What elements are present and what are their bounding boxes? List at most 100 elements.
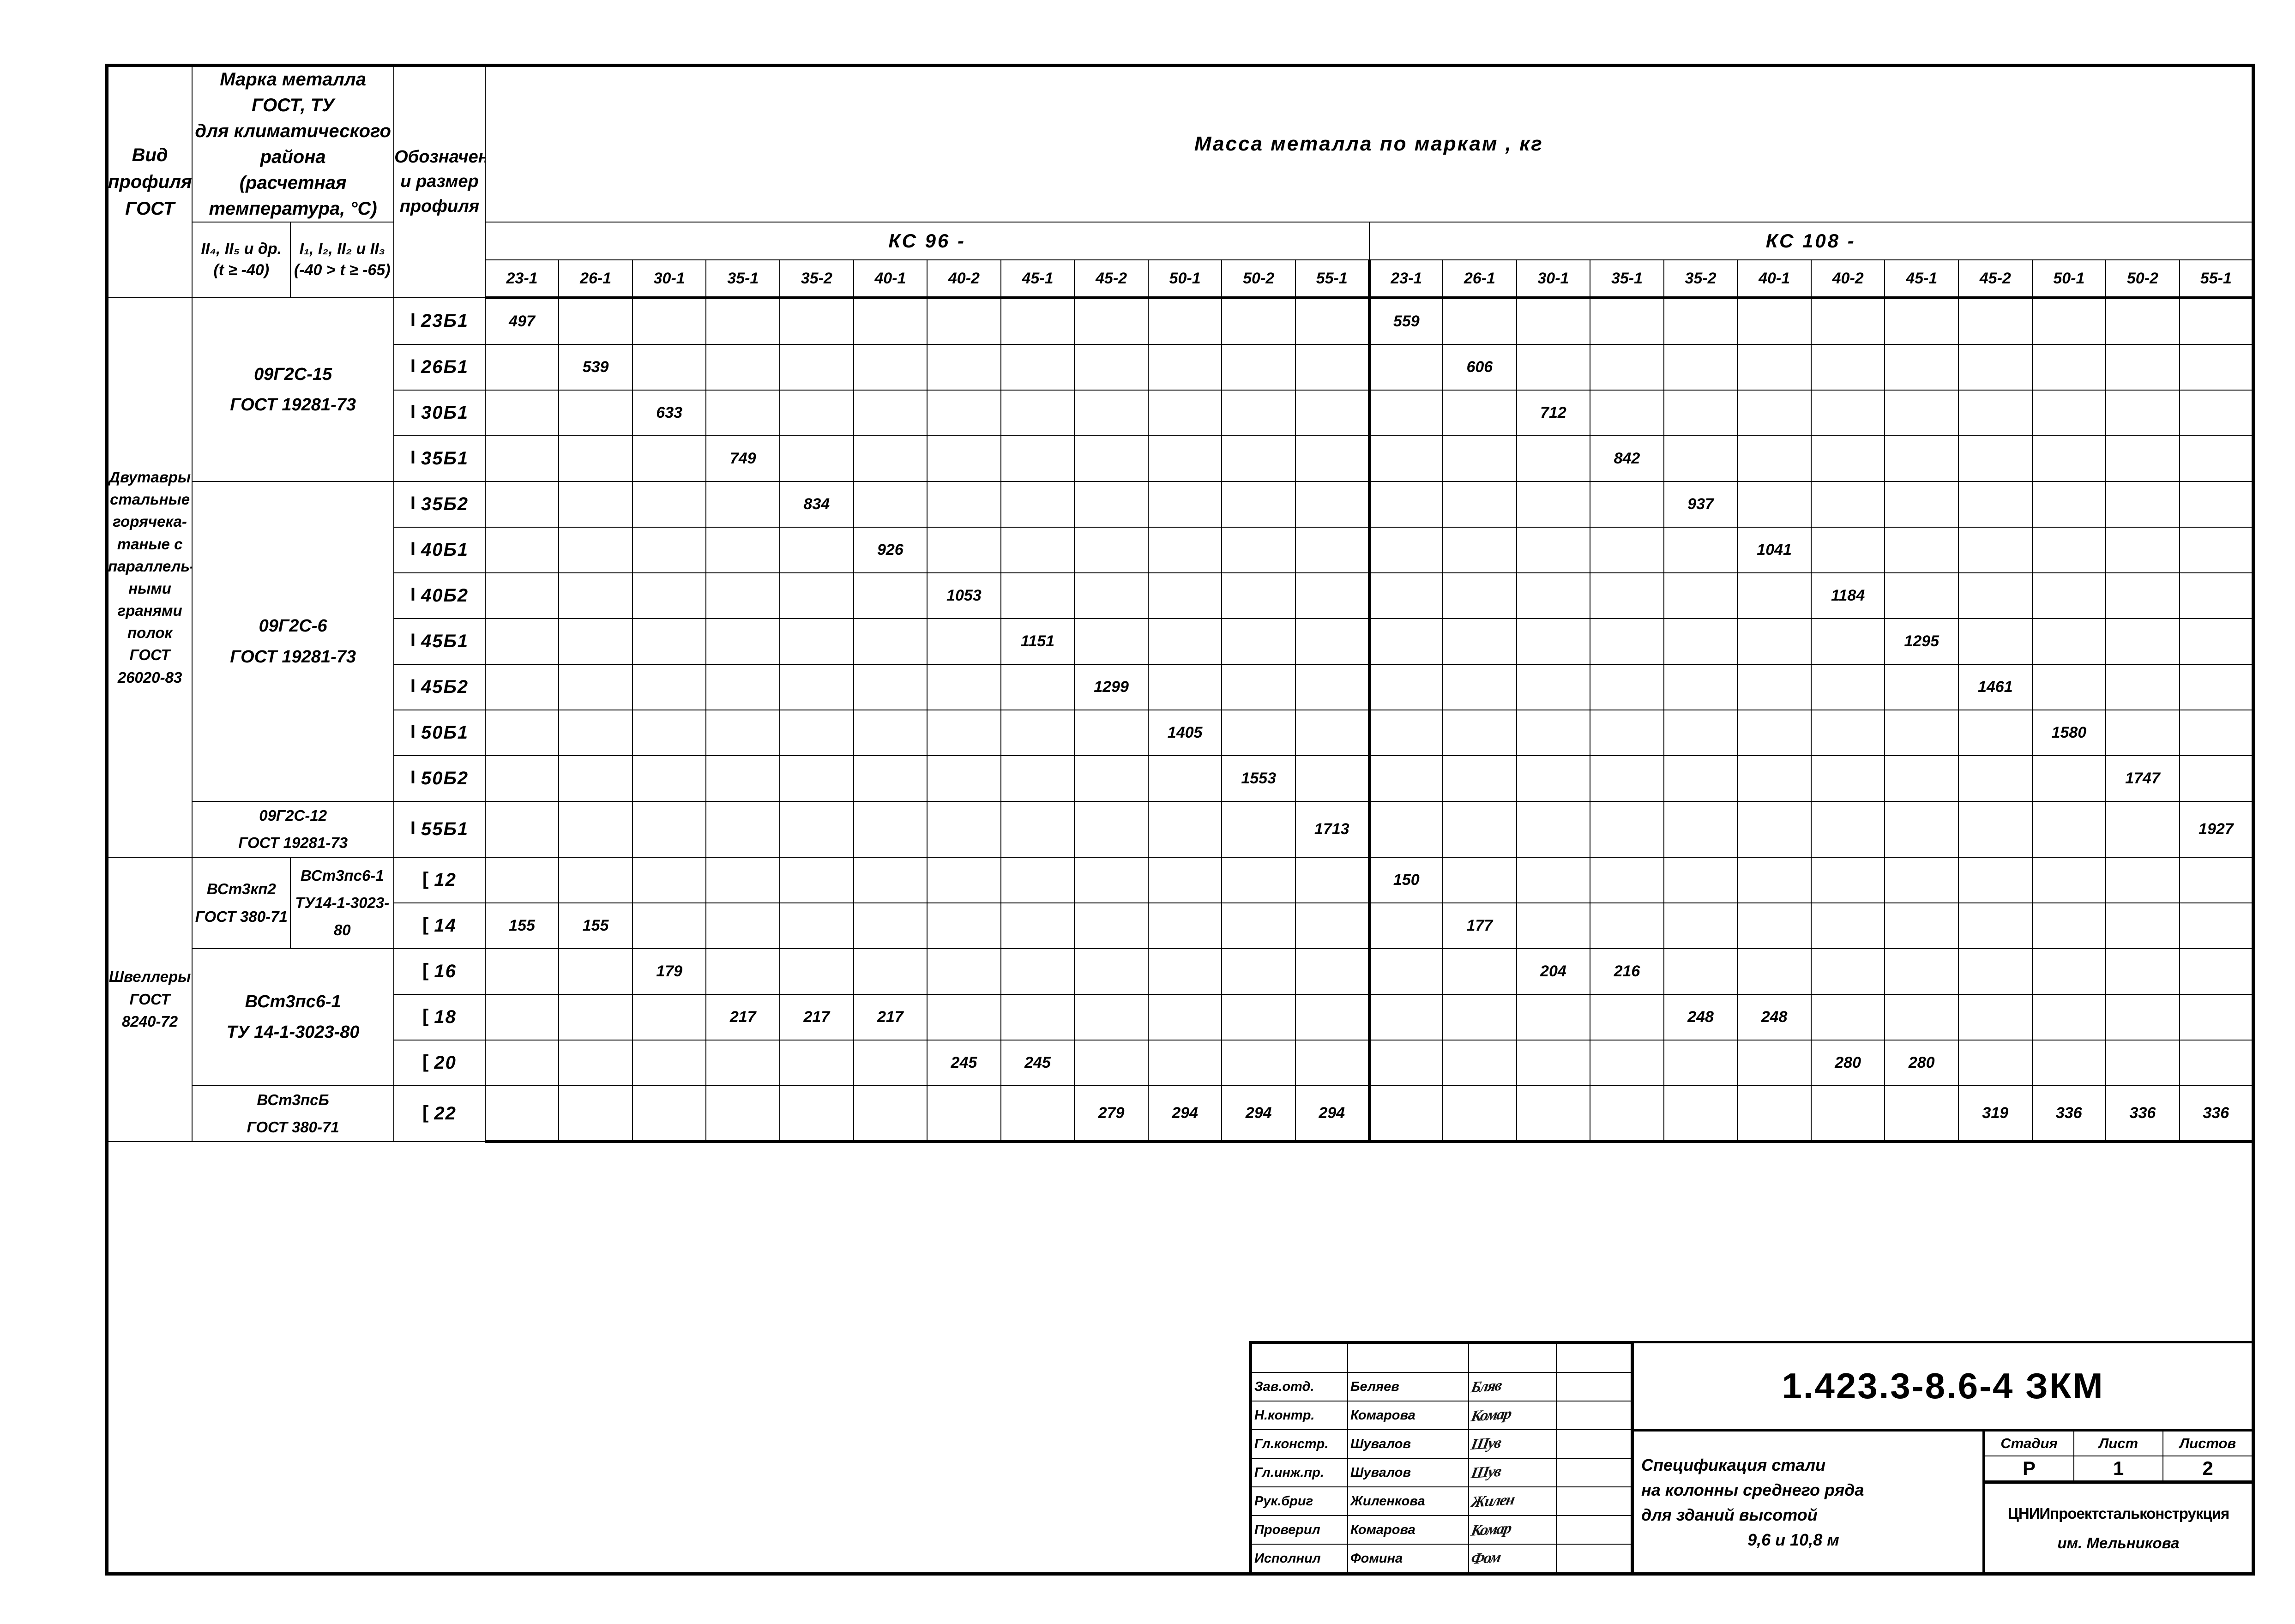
mass-cell [2105, 902, 2180, 949]
mass-cell [484, 481, 560, 528]
profile-designation-label: 50Б2 [421, 768, 469, 788]
profile-designation: [18 [393, 993, 486, 1041]
column-code-ks96-50-1: 50-1 [1147, 259, 1223, 299]
mass-cell [1590, 1039, 1664, 1086]
mass-cell [1221, 527, 1296, 573]
mass-cell [1147, 435, 1223, 482]
sheets-label: Листов [2162, 1432, 2252, 1456]
mass-cell [1590, 710, 1664, 756]
mass-cell [1074, 801, 1149, 858]
profile-designation: [16 [393, 948, 486, 995]
mass-cell [1367, 801, 1444, 858]
mass-cell [1516, 1085, 1591, 1143]
title-block-right: 1.423.3-8.6-4 ЗКМ Спецификация стали на … [1632, 1343, 2252, 1573]
mass-cell [705, 572, 781, 619]
mass-cell [632, 801, 707, 858]
signature-mark: Комар [1468, 1515, 1557, 1545]
profile-designation-label: 23Б1 [421, 311, 469, 331]
mass-cell [1074, 344, 1149, 391]
mass-cell [1442, 755, 1517, 802]
profile-designation-label: 40Б1 [421, 540, 469, 560]
column-code-ks108-23-1: 23-1 [1367, 259, 1444, 299]
grade-09g2s-12: 09Г2С-12 ГОСТ 19281-73 [192, 801, 395, 858]
i-beam-icon: I [410, 356, 416, 376]
mass-cell [1810, 618, 1885, 665]
stage-label: Стадия [1985, 1432, 2074, 1456]
mass-cell [927, 993, 1001, 1041]
mass-cell: 155 [484, 902, 560, 949]
mass-cell [1147, 902, 1223, 949]
mass-cell [705, 297, 781, 345]
mass-cell [853, 801, 928, 858]
mass-cell [1958, 481, 2033, 528]
mass-cell [779, 1039, 854, 1086]
mass-cell [1663, 297, 1738, 345]
mass-cell [779, 856, 854, 903]
signature-role: Н.контр. [1251, 1401, 1348, 1430]
signature-role: Рук.бриг [1251, 1486, 1348, 1516]
mass-cell [1442, 572, 1517, 619]
title-block-meta: Стадия Лист Листов Р 1 2 ЦНИИпроектсталь… [1985, 1432, 2252, 1573]
mass-cell [2179, 902, 2255, 949]
mass-cell [1074, 902, 1149, 949]
handwritten-signature: Комар [1470, 1405, 1512, 1425]
profile-designation: [14 [393, 902, 486, 949]
mass-cell [558, 755, 633, 802]
mass-cell [1810, 1085, 1885, 1143]
mass-cell [927, 1085, 1001, 1143]
mass-cell [1663, 902, 1738, 949]
column-code-ks108-26-1: 26-1 [1442, 259, 1517, 299]
mass-cell [484, 664, 560, 710]
mass-cell [705, 618, 781, 665]
mass-cell [2031, 801, 2107, 858]
header-grade-sub-right: I₁, I₂, II₂ и II₃ (-40 > t ≥ -65) [290, 222, 395, 298]
mass-cell [1295, 527, 1370, 573]
mass-cell [1516, 344, 1591, 391]
mass-cell [1221, 344, 1296, 391]
mass-cell [1884, 297, 1959, 345]
mass-cell: 177 [1442, 902, 1517, 949]
mass-cell [927, 755, 1001, 802]
mass-cell [1000, 297, 1075, 345]
mass-cell: 926 [853, 527, 928, 573]
mass-cell [1590, 390, 1664, 436]
i-beam-icon: I [410, 539, 416, 559]
mass-cell [1516, 618, 1591, 665]
handwritten-signature: Шув [1470, 1434, 1502, 1454]
organization-block: ЦНИИпроектстальконструкция им. Мельников… [1985, 1481, 2252, 1573]
mass-cell [2105, 481, 2180, 528]
mass-cell: 216 [1590, 948, 1664, 995]
column-code-ks96-26-1: 26-1 [558, 259, 633, 299]
mass-cell [2031, 755, 2107, 802]
table-row: I 40Б2 1053 1184 [107, 572, 2255, 619]
table-row: I 35Б1 749 842 [107, 435, 2255, 482]
mass-cell [558, 1085, 633, 1143]
column-code-ks96-23-1: 23-1 [484, 259, 560, 299]
mass-cell [705, 755, 781, 802]
mass-cell [1590, 1085, 1664, 1143]
mass-cell [1367, 572, 1444, 619]
grade-vst3kp2: ВСт3кп2 ГОСТ 380-71 [192, 856, 291, 949]
mass-cell [853, 856, 928, 903]
mass-cell [1958, 710, 2033, 756]
mass-cell [705, 481, 781, 528]
profile-designation-label: 35Б1 [421, 448, 469, 469]
mass-cell [1442, 1085, 1517, 1143]
table-row: [20 245 245 280 280 [107, 1039, 2255, 1086]
drawing-title-line-1: Спецификация стали [1641, 1455, 1826, 1474]
mass-cell [1367, 664, 1444, 710]
i-beam-icon: I [410, 310, 416, 330]
mass-cell: 336 [2031, 1085, 2107, 1143]
mass-cell [1663, 527, 1738, 573]
mass-cell: 842 [1590, 435, 1664, 482]
mass-cell [1884, 710, 1959, 756]
mass-cell [1000, 755, 1075, 802]
header-mass-title: Масса металла по маркам , кг [484, 64, 2255, 223]
mass-cell [779, 710, 854, 756]
mass-cell [632, 618, 707, 665]
channel-icon: [ [422, 1051, 430, 1072]
mass-cell [2179, 344, 2255, 391]
mass-cell [1221, 390, 1296, 436]
channel-icon: [ [422, 1005, 430, 1026]
mass-cell [484, 993, 560, 1041]
